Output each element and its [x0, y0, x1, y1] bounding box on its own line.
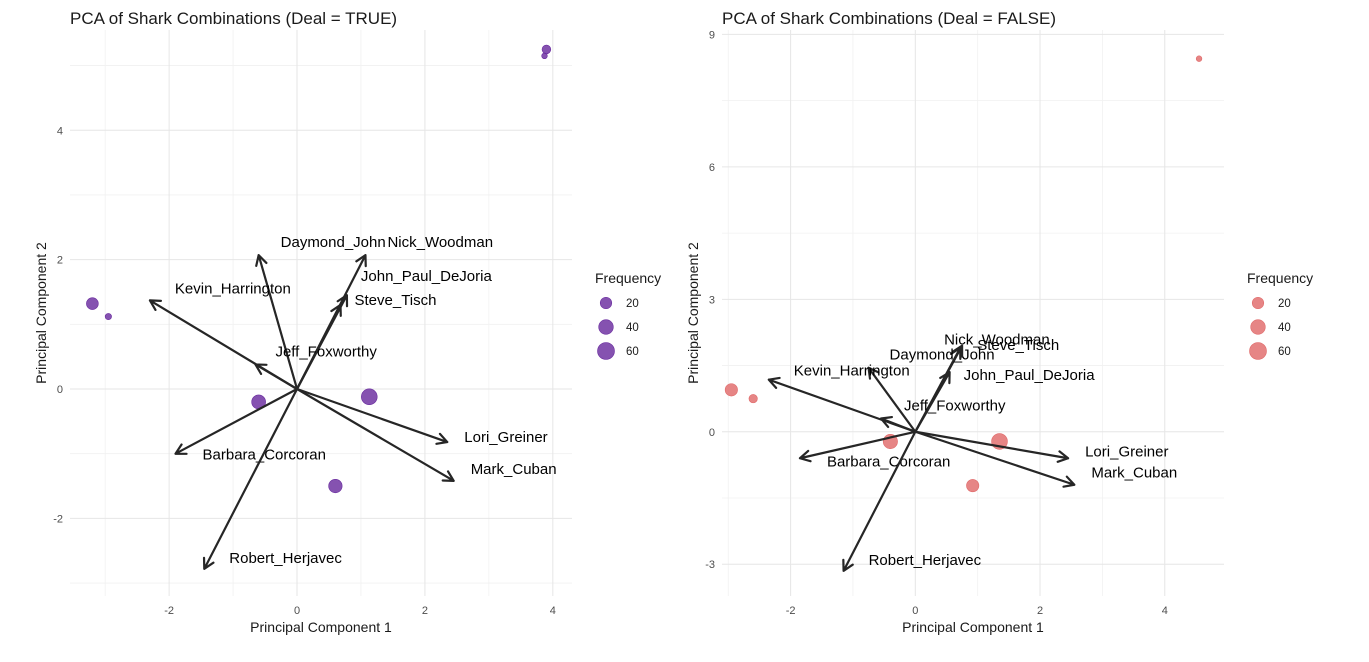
legend-label: 20: [1278, 298, 1291, 310]
loading-arrow-mark-cuban: [914, 430, 1076, 488]
loading-arrow-lori-greiner: [295, 387, 449, 445]
loading-label-mark-cuban: Mark_Cuban: [471, 461, 557, 478]
data-point: [724, 383, 738, 397]
chart-title: PCA of Shark Combinations (Deal = TRUE): [70, 9, 397, 28]
y-tick-label: 0: [57, 384, 63, 396]
legend-title: Frequency: [1247, 270, 1313, 286]
loading-label-lori-greiner: Lori_Greiner: [1085, 443, 1168, 460]
data-point: [1195, 55, 1203, 62]
y-tick-label: 4: [57, 125, 63, 137]
loading-arrow-jeff-foxworthy: [254, 363, 299, 391]
data-point: [541, 44, 552, 55]
loading-arrow-jeff-foxworthy: [879, 415, 917, 433]
y-tick-label: 3: [709, 294, 715, 306]
loading-label-jeff-foxworthy: Jeff_Foxworthy: [275, 343, 377, 360]
x-tick-label: 2: [422, 605, 428, 617]
x-tick-label: 0: [912, 605, 918, 617]
loading-arrow-barbara-corcoran: [174, 387, 299, 455]
x-axis-title: Principal Component 1: [902, 619, 1044, 635]
legend-title: Frequency: [595, 270, 661, 286]
data-point: [541, 52, 548, 60]
loading-label-robert-herjavec: Robert_Herjavec: [229, 550, 342, 567]
legend-key: [1251, 296, 1265, 310]
loading-arrow-daymond-john: [867, 366, 917, 433]
legend-key: [1249, 342, 1267, 360]
loading-label-nick-woodman: Nick_Woodman: [944, 332, 1050, 349]
loading-label-jeff-foxworthy: Jeff_Foxworthy: [904, 398, 1006, 415]
y-tick-label: -3: [705, 559, 715, 571]
legend-label: 60: [1278, 346, 1291, 358]
y-tick-label: -2: [53, 513, 63, 525]
x-tick-label: 0: [294, 605, 300, 617]
y-axis-title: Principal Component 2: [33, 242, 49, 384]
legend-key: [1250, 319, 1266, 335]
loading-arrow-robert-herjavec: [202, 387, 299, 570]
loading-label-robert-herjavec: Robert_Herjavec: [869, 552, 982, 569]
loading-label-john-paul-dejoria: John_Paul_DeJoria: [964, 367, 1096, 384]
data-point: [86, 297, 99, 310]
data-point: [966, 479, 980, 493]
chart-title: PCA of Shark Combinations (Deal = FALSE): [722, 9, 1056, 28]
legend-label: 60: [626, 346, 639, 358]
legend-label: 20: [626, 298, 639, 310]
x-tick-label: -2: [786, 605, 796, 617]
y-axis-title: Principal Component 2: [685, 242, 701, 384]
legend: Frequency 20 40 60: [595, 270, 661, 360]
loading-label-steve-tisch: Steve_Tisch: [977, 337, 1059, 354]
x-tick-label: 4: [1162, 605, 1168, 617]
legend-label: 40: [626, 322, 639, 334]
loading-arrow-mark-cuban: [295, 387, 455, 482]
loading-arrow-john-paul-dejoria: [914, 371, 951, 433]
x-tick-label: 2: [1037, 605, 1043, 617]
data-point: [104, 313, 112, 321]
loading-label-daymond-john: Daymond_John: [890, 347, 995, 364]
chart-panel-1: -2 0 2 4 -2 0 2 4 PCA of Shark Combinations (Dea…: [33, 9, 661, 635]
loading-label-barbara-corcoran: Barbara_Corcoran: [203, 447, 326, 464]
y-tick-label: 9: [709, 29, 715, 41]
y-tick-label: 0: [709, 427, 715, 439]
y-tick-label: 6: [709, 162, 715, 174]
loading-arrow-steve-tisch: [295, 303, 342, 391]
y-tick-label: 2: [57, 255, 63, 267]
x-axis-title: Principal Component 1: [250, 619, 392, 635]
data-point: [328, 478, 343, 494]
loading-arrow-daymond-john: [255, 254, 299, 391]
loading-label-steve-tisch: Steve_Tisch: [355, 292, 437, 309]
loading-label-mark-cuban: Mark_Cuban: [1091, 465, 1177, 482]
data-point: [361, 388, 378, 406]
loading-label-kevin-harrington: Kevin_Harrington: [794, 363, 910, 380]
loading-label-john-paul-dejoria: John_Paul_DeJoria: [361, 268, 493, 285]
legend-key: [599, 296, 613, 310]
loading-label-barbara-corcoran: Barbara_Corcoran: [827, 453, 950, 470]
data-point: [748, 394, 758, 404]
loading-arrow-robert-herjavec: [842, 430, 917, 572]
x-tick-label: 4: [550, 605, 556, 617]
loading-label-nick-woodman: Nick_Woodman: [387, 234, 493, 251]
loading-arrow-lori-greiner: [914, 430, 1070, 463]
loading-label-kevin-harrington: Kevin_Harrington: [175, 280, 291, 297]
loading-label-daymond-john: Daymond_John: [281, 234, 386, 251]
loading-label-lori-greiner: Lori_Greiner: [464, 429, 547, 446]
legend: Frequency 20 40 60: [1247, 270, 1313, 360]
x-tick-label: -2: [164, 605, 174, 617]
legend-label: 40: [1278, 322, 1291, 334]
loading-arrow-barbara-corcoran: [798, 430, 917, 463]
chart-panel-2: -2 0 2 4 -3 0 3 6 9 PCA of Shark Combinations (De…: [685, 9, 1313, 635]
legend-key: [597, 342, 615, 360]
legend-key: [598, 319, 614, 335]
